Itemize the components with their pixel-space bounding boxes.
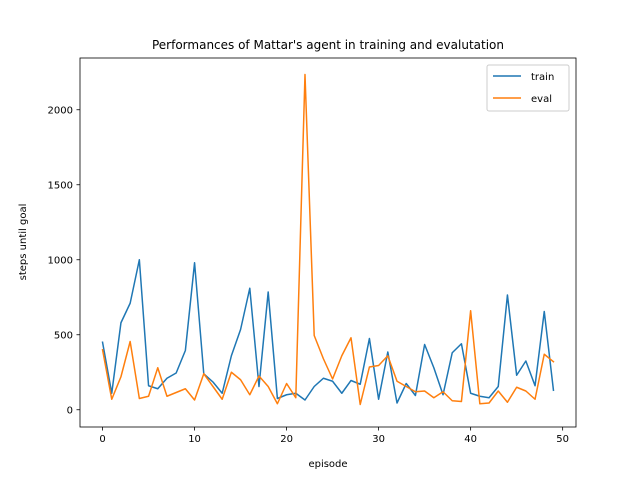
y-tick-label: 0 (67, 405, 73, 416)
legend: train eval (486, 64, 570, 112)
x-tick-label: 20 (280, 434, 293, 445)
x-tick-label: 50 (556, 434, 569, 445)
legend-box (486, 64, 570, 112)
legend-label-0: train (531, 72, 554, 83)
series-line-1 (101, 73, 555, 406)
x-tick-label: 30 (372, 434, 385, 445)
x-axis-label: episode (308, 459, 347, 470)
y-tick-label: 1000 (48, 255, 73, 266)
x-tick-label: 40 (464, 434, 477, 445)
x-tick-label: 0 (99, 434, 105, 445)
y-axis-label: steps until goal (18, 204, 29, 281)
axes-frame (79, 57, 577, 428)
y-tick-label: 1500 (48, 180, 73, 191)
chart-title: Performances of Mattar's agent in traini… (152, 38, 504, 52)
y-tick-label: 500 (54, 330, 73, 341)
x-tick-label: 10 (188, 434, 201, 445)
y-tick-label: 2000 (48, 105, 73, 116)
legend-label-1: eval (531, 94, 552, 105)
